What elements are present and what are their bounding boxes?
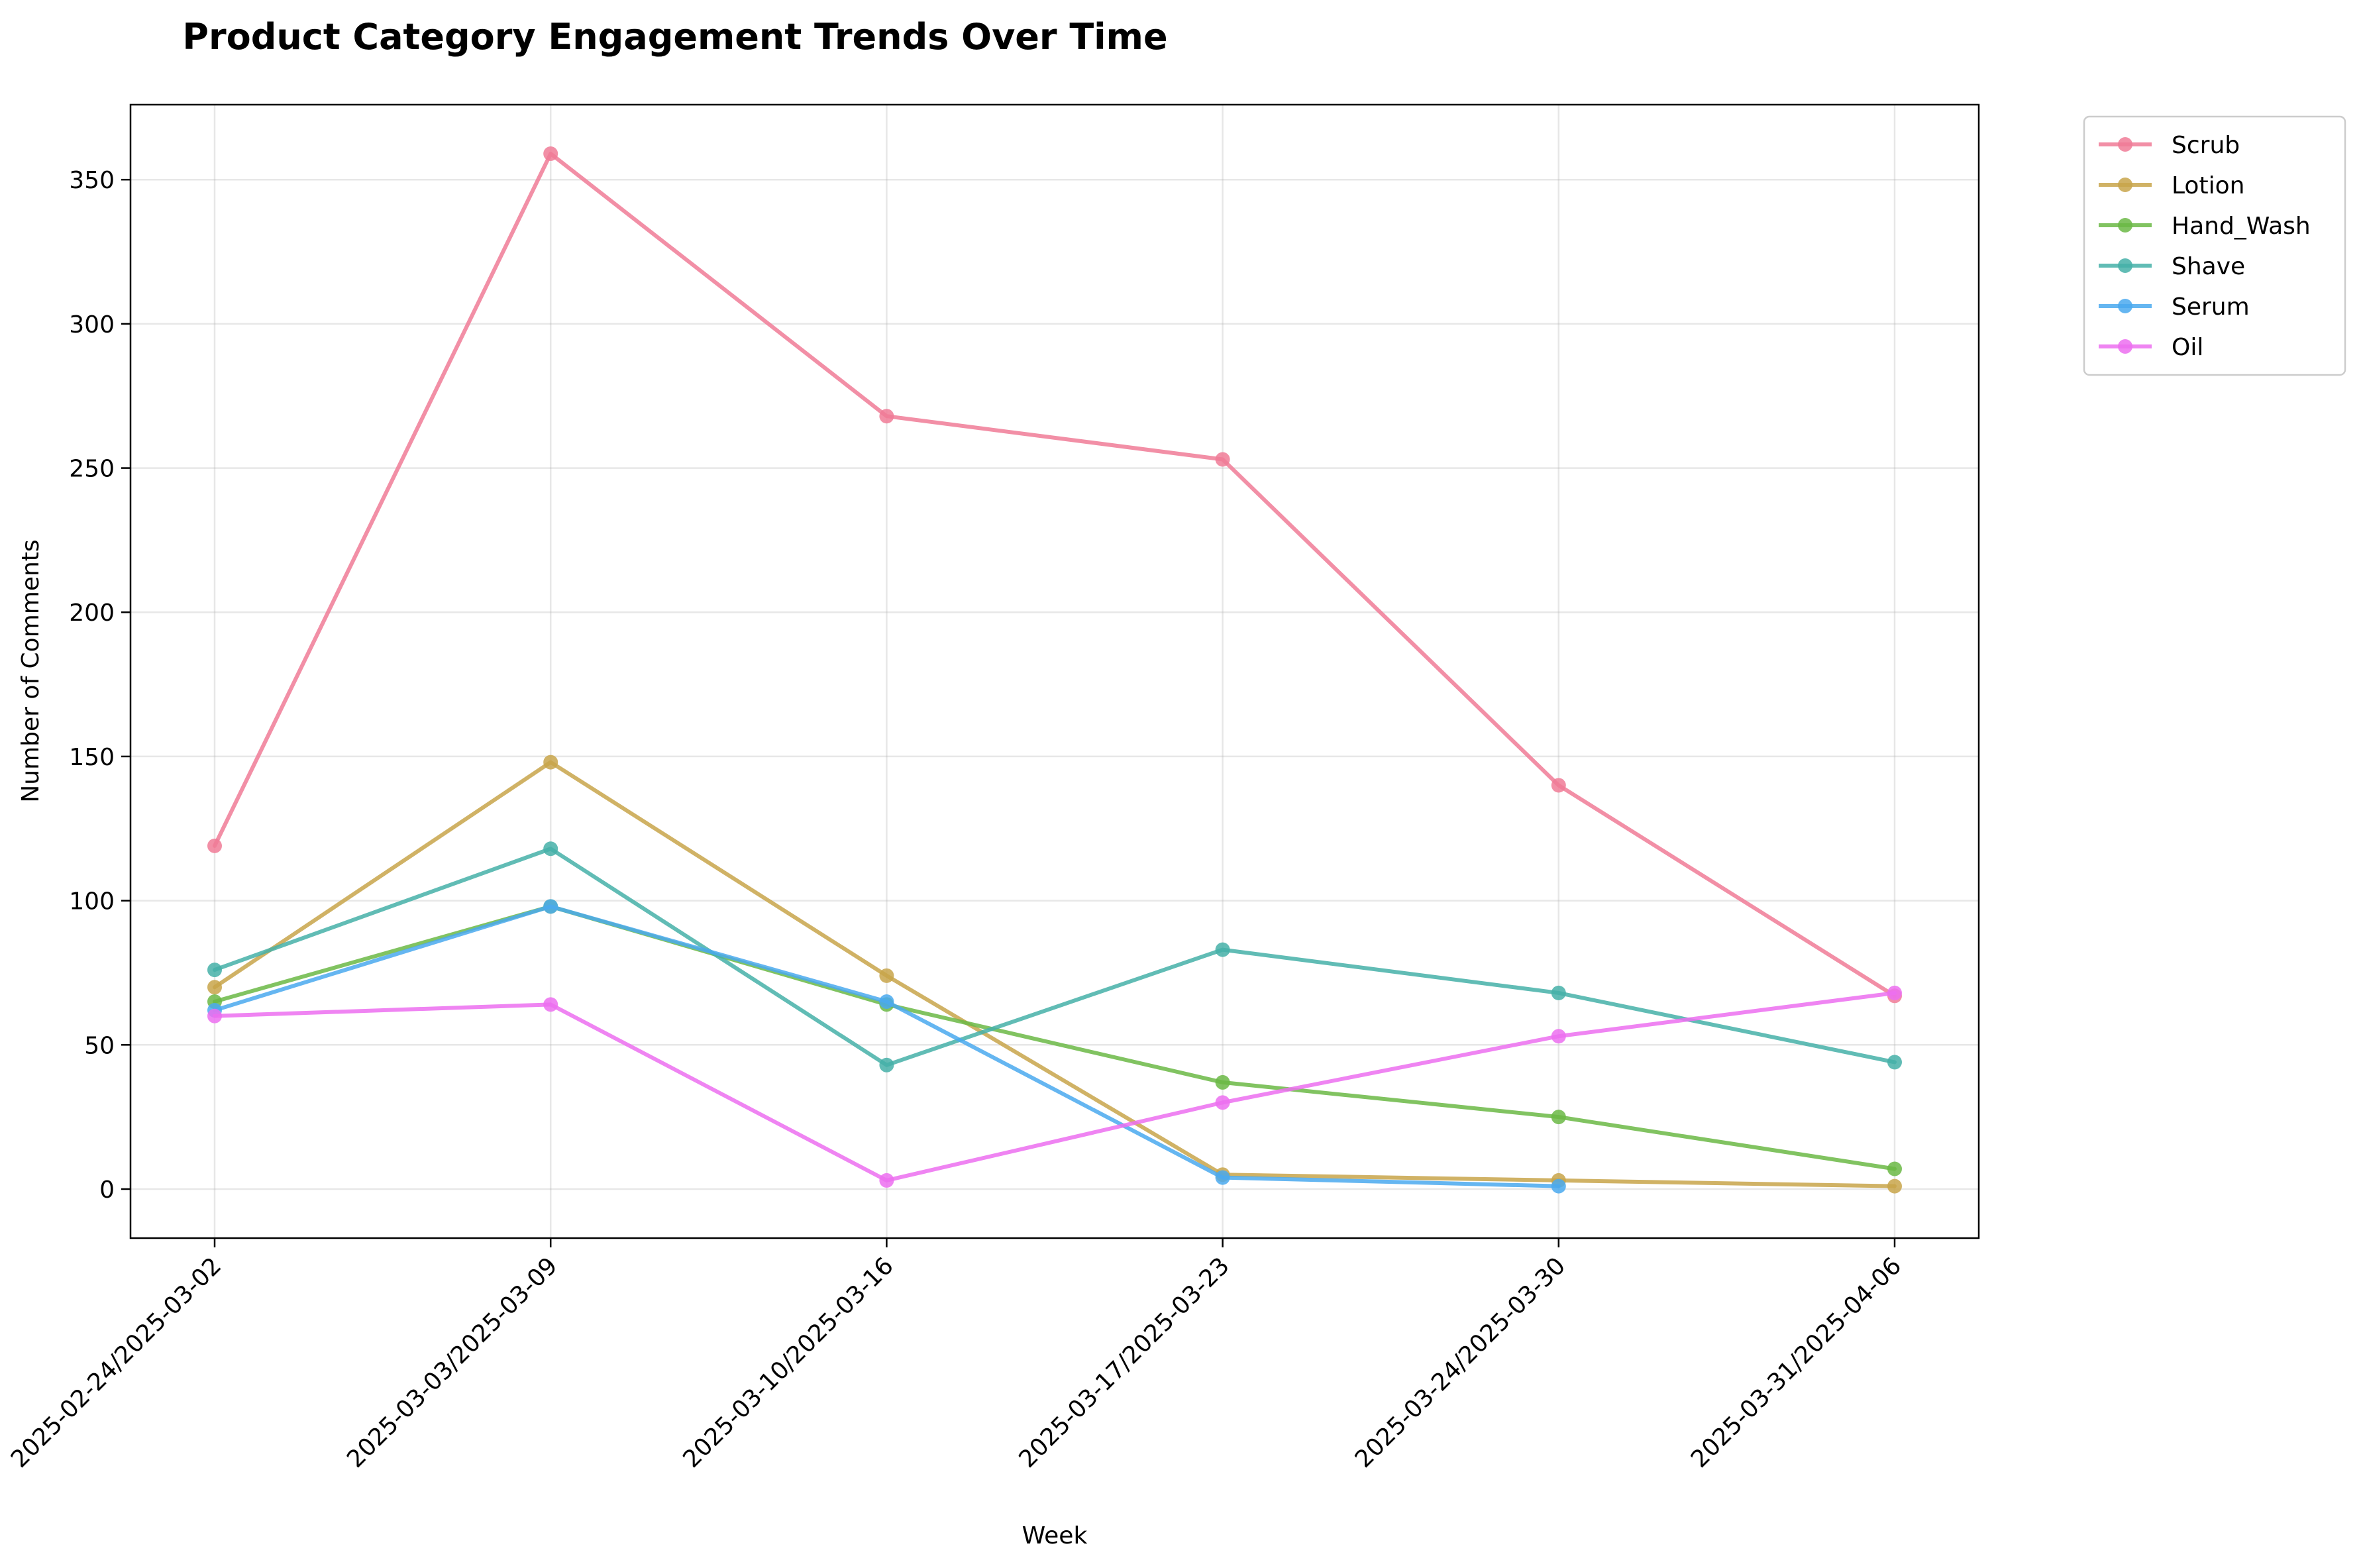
- legend-item-oil: Oil: [2099, 334, 2203, 361]
- data-point-lotion: [1887, 1178, 1902, 1194]
- legend-item-scrub: Scrub: [2099, 132, 2240, 159]
- data-point-lotion: [543, 755, 558, 770]
- data-point-serum: [543, 899, 558, 914]
- data-point-serum: [1551, 1178, 1566, 1194]
- data-point-shave: [1887, 1055, 1902, 1070]
- y-tick-label: 100: [69, 888, 115, 915]
- data-point-scrub: [879, 409, 894, 424]
- data-point-oil: [1887, 985, 1902, 1000]
- y-tick-label: 350: [69, 167, 115, 194]
- series-line-lotion: [213, 760, 1897, 1188]
- data-point-shave: [207, 963, 222, 978]
- data-point-oil: [543, 997, 558, 1012]
- x-axis-label: Week: [1022, 1522, 1088, 1549]
- data-point-scrub: [207, 838, 222, 853]
- y-tick-label: 0: [99, 1176, 115, 1204]
- series-shave: [207, 841, 1902, 1072]
- data-point-scrub: [1551, 778, 1566, 793]
- legend-label: Serum: [2172, 293, 2250, 321]
- data-point-hand-wash: [1551, 1110, 1566, 1125]
- series-group: [207, 146, 1902, 1194]
- legend-item-lotion: Lotion: [2099, 172, 2244, 199]
- y-tick-label: 200: [69, 600, 115, 627]
- data-point-shave: [879, 1057, 894, 1072]
- legend-marker: [2118, 339, 2132, 354]
- data-point-shave: [1215, 942, 1230, 957]
- data-point-shave: [543, 841, 558, 857]
- series-line-oil: [213, 990, 1897, 1182]
- plot-frame: [129, 103, 1980, 1239]
- legend-label: Oil: [2172, 334, 2203, 361]
- chart-title: Product Category Engagement Trends Over …: [182, 16, 1167, 58]
- data-point-oil: [207, 1008, 222, 1023]
- data-point-serum: [879, 994, 894, 1009]
- series-oil: [207, 985, 1902, 1188]
- y-tick-label: 250: [69, 456, 115, 483]
- series-line-scrub: [213, 152, 1897, 998]
- data-point-scrub: [543, 146, 558, 162]
- legend-marker: [2118, 258, 2132, 273]
- data-point-lotion: [207, 980, 222, 995]
- series-lotion: [207, 755, 1902, 1194]
- series-line-shave: [213, 847, 1897, 1067]
- y-tick-label: 300: [69, 311, 115, 339]
- legend-marker: [2118, 178, 2132, 192]
- legend-marker: [2118, 299, 2132, 313]
- legend-item-serum: Serum: [2099, 293, 2250, 321]
- y-axis-label: Number of Comments: [17, 539, 44, 802]
- legend-marker: [2118, 218, 2132, 233]
- series-scrub: [207, 146, 1902, 1004]
- legend: Scrub Lotion Hand_Wash Shave Serum Oil: [2083, 115, 2346, 376]
- legend-label: Lotion: [2172, 172, 2244, 199]
- data-point-oil: [879, 1173, 894, 1188]
- legend-label: Scrub: [2172, 132, 2240, 159]
- y-tick-label: 50: [84, 1032, 115, 1059]
- data-point-hand-wash: [1887, 1161, 1902, 1176]
- y-tick-label: 150: [69, 744, 115, 771]
- data-point-oil: [1551, 1029, 1566, 1044]
- legend-label: Shave: [2172, 253, 2245, 280]
- data-point-scrub: [1215, 452, 1230, 467]
- data-point-lotion: [879, 968, 894, 983]
- data-point-hand-wash: [1215, 1074, 1230, 1090]
- data-point-serum: [1215, 1170, 1230, 1185]
- data-point-oil: [1215, 1095, 1230, 1110]
- legend-item-shave: Shave: [2099, 253, 2245, 280]
- grid: [131, 105, 1979, 1238]
- legend-label: Hand_Wash: [2172, 213, 2311, 240]
- data-point-shave: [1551, 985, 1566, 1000]
- y-axis: 0 50 100 150 200 250 300 350: [69, 167, 131, 1204]
- legend-marker: [2118, 137, 2132, 152]
- legend-frame: [2083, 115, 2346, 376]
- legend-item-hand-wash: Hand_Wash: [2099, 213, 2311, 240]
